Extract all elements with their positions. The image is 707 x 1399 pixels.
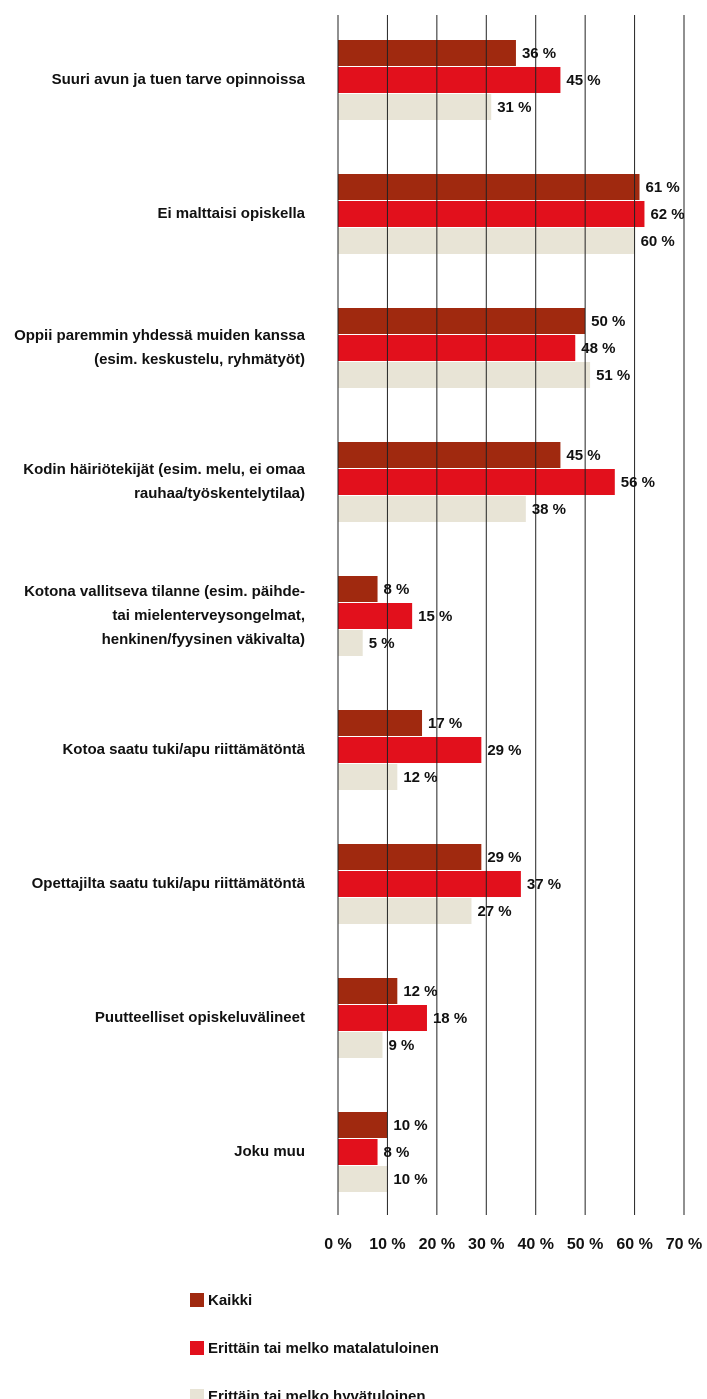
bar — [338, 201, 645, 227]
x-tick-label: 20 % — [419, 1236, 455, 1253]
bar — [338, 442, 561, 468]
bar — [338, 978, 398, 1004]
bar — [338, 576, 378, 602]
value-label: 27 % — [477, 903, 511, 920]
value-label: 5 % — [369, 635, 395, 652]
bar — [338, 94, 492, 120]
bar — [338, 844, 482, 870]
x-tick-label: 10 % — [369, 1236, 405, 1253]
bar — [338, 67, 561, 93]
value-label: 12 % — [403, 983, 437, 1000]
legend-label: Kaikki — [208, 1292, 252, 1309]
category-label: Puutteelliset opiskeluvälineet — [94, 1009, 305, 1026]
bar — [338, 710, 423, 736]
x-tick-label: 50 % — [567, 1236, 603, 1253]
bar — [338, 898, 472, 924]
x-tick-label: 40 % — [517, 1236, 553, 1253]
bar — [338, 630, 363, 656]
bar — [338, 1005, 427, 1031]
x-tick-label: 70 % — [666, 1236, 702, 1253]
category-label: Joku muu — [234, 1143, 305, 1160]
legend-label: Erittäin tai melko matalatuloinen — [208, 1340, 439, 1357]
category-label: Kodin häiriötekijät (esim. melu, ei omaa… — [23, 461, 305, 502]
value-label: 48 % — [581, 340, 615, 357]
value-label: 12 % — [403, 769, 437, 786]
value-label: 15 % — [418, 608, 452, 625]
legend-label: Erittäin tai melko hyvätuloinen — [208, 1388, 426, 1399]
x-tick-label: 0 % — [324, 1236, 352, 1253]
category-label: Kotoa saatu tuki/apu riittämätöntä — [62, 741, 305, 758]
bar — [338, 1032, 383, 1058]
category-label: Ei malttaisi opiskella — [157, 205, 305, 222]
value-label: 61 % — [646, 179, 680, 196]
bar — [338, 174, 640, 200]
value-label: 29 % — [487, 849, 521, 866]
value-label: 36 % — [522, 45, 556, 62]
value-label: 60 % — [641, 233, 675, 250]
legend-swatch — [190, 1293, 204, 1307]
category-label: Oppii paremmin yhdessä muiden kanssa (es… — [14, 327, 305, 368]
bar — [338, 603, 413, 629]
value-label: 50 % — [591, 313, 625, 330]
bar — [338, 40, 516, 66]
value-label: 31 % — [497, 99, 531, 116]
legend-swatch — [190, 1341, 204, 1355]
value-label: 38 % — [532, 501, 566, 518]
value-label: 9 % — [388, 1037, 414, 1054]
bar — [338, 308, 586, 334]
value-label: 10 % — [393, 1171, 427, 1188]
value-label: 18 % — [433, 1010, 467, 1027]
legend-swatch — [190, 1389, 204, 1399]
bar — [338, 737, 482, 763]
bar — [338, 1139, 378, 1165]
bar — [338, 469, 615, 495]
value-label: 62 % — [650, 206, 684, 223]
x-tick-label: 30 % — [468, 1236, 504, 1253]
value-label: 29 % — [487, 742, 521, 759]
x-tick-label: 60 % — [616, 1236, 652, 1253]
value-label: 10 % — [393, 1117, 427, 1134]
value-label: 45 % — [566, 72, 600, 89]
bar — [338, 335, 576, 361]
bar — [338, 1166, 388, 1192]
value-label: 37 % — [527, 876, 561, 893]
bar — [338, 1112, 388, 1138]
value-label: 17 % — [428, 715, 462, 732]
value-label: 56 % — [621, 474, 655, 491]
bar — [338, 871, 521, 897]
value-label: 51 % — [596, 367, 630, 384]
category-label: Opettajilta saatu tuki/apu riittämätöntä — [31, 875, 305, 892]
value-label: 8 % — [384, 581, 410, 598]
bar — [338, 496, 526, 522]
category-label: Kotona vallitseva tilanne (esim. päihde-… — [24, 583, 305, 648]
bar — [338, 764, 398, 790]
category-label: Suuri avun ja tuen tarve opinnoissa — [51, 71, 305, 88]
value-label: 45 % — [566, 447, 600, 464]
value-label: 8 % — [384, 1144, 410, 1161]
bar — [338, 362, 591, 388]
